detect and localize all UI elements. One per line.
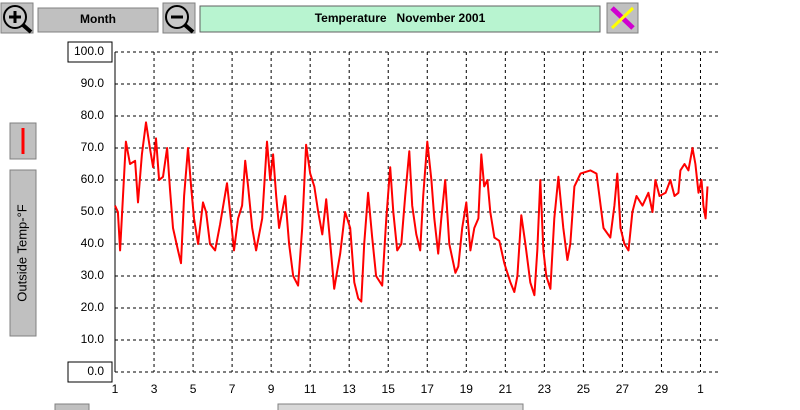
x-tick-label: 11: [304, 382, 317, 396]
scrollbar[interactable]: [277, 403, 524, 410]
zoom-in-button[interactable]: [0, 2, 34, 34]
y-tick-label: 30.0: [81, 268, 105, 282]
chart-title: Temperature November 2001: [315, 11, 486, 25]
y-tick-label: 100.0: [74, 44, 104, 58]
x-tick-label: 21: [499, 382, 513, 396]
x-tick-label: 19: [460, 382, 474, 396]
x-tick-label: 7: [229, 382, 236, 396]
y-tick-label: 20.0: [81, 300, 105, 314]
scroll-button[interactable]: [54, 403, 90, 410]
y-tick-label: 70.0: [81, 140, 105, 154]
y-tick-label: 60.0: [81, 172, 105, 186]
x-tick-label: 13: [343, 382, 357, 396]
y-tick-label: 90.0: [81, 76, 105, 90]
y-limit-box: [67, 41, 113, 63]
x-tick-label: 17: [421, 382, 435, 396]
x-tick-label: 5: [190, 382, 197, 396]
period-label: Month: [80, 12, 116, 26]
x-tick-label: 1: [697, 382, 704, 396]
x-tick-label: 15: [382, 382, 396, 396]
x-tick-label: 27: [616, 382, 630, 396]
x-tick-label: 23: [538, 382, 552, 396]
y-label-button[interactable]: [9, 169, 37, 337]
y-tick-label: 0.0: [87, 364, 104, 378]
x-tick-label: 9: [268, 382, 275, 396]
x-tick-label: 29: [655, 382, 669, 396]
temperature-line: [114, 121, 709, 303]
y-tick-label: 80.0: [81, 108, 105, 122]
title-box: [199, 5, 601, 33]
y-limit-box: [67, 361, 113, 383]
settings-icon[interactable]: [606, 2, 639, 34]
x-tick-label: 25: [577, 382, 591, 396]
y-tick-label: 10.0: [81, 332, 105, 346]
x-tick-label: 1: [112, 382, 119, 396]
x-tick-label: 3: [151, 382, 158, 396]
y-tick-label: 40.0: [81, 236, 105, 250]
period-button[interactable]: [37, 7, 159, 33]
y-tick-label: 50.0: [81, 204, 105, 218]
y-axis-label: Outside Temp-°F: [14, 204, 29, 301]
zoom-out-button[interactable]: [162, 2, 196, 34]
